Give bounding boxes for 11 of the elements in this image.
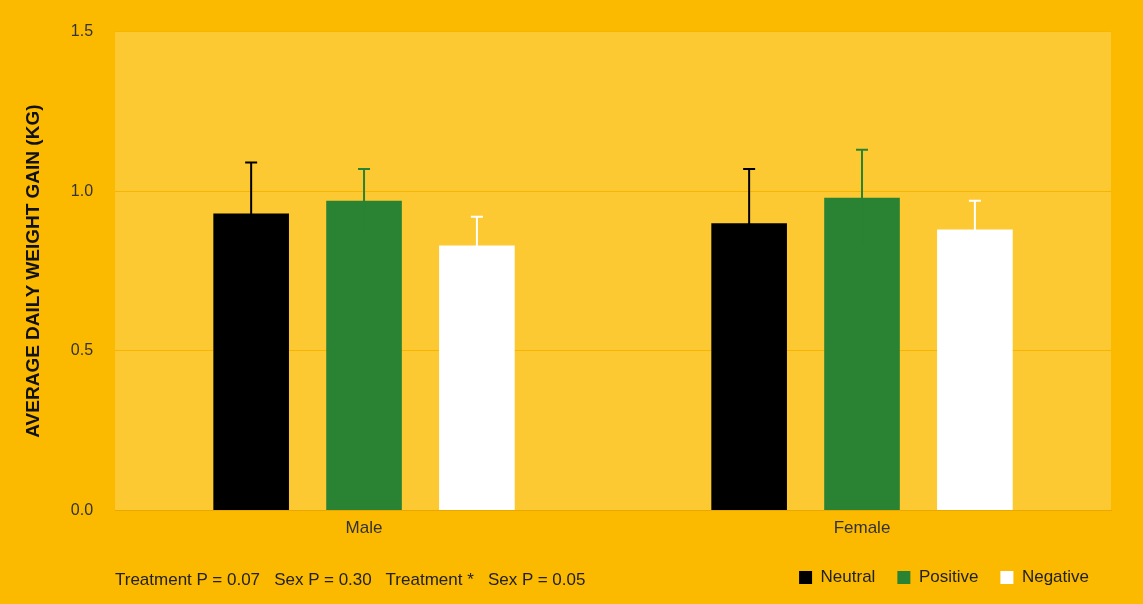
y-tick-label: 0.5 <box>70 341 94 359</box>
x-tick-label: Female <box>833 518 891 538</box>
y-tick-label: 1.5 <box>70 22 94 40</box>
text: Treatment P = 0.07 Sex P = 0.30 Treatment * Sex P = 0.05 <box>115 570 586 590</box>
y-axis-title: AVERAGE DAILY WEIGHT GAIN (KG) <box>21 104 43 438</box>
legend-label: Neutral <box>820 567 876 587</box>
legend-label: Negative <box>1021 567 1090 587</box>
y-tick-label: 0.0 <box>70 501 94 519</box>
legend-label: Positive <box>918 567 979 587</box>
y-tick-label: 1.0 <box>70 181 94 199</box>
x-tick-label: Male <box>345 518 383 538</box>
